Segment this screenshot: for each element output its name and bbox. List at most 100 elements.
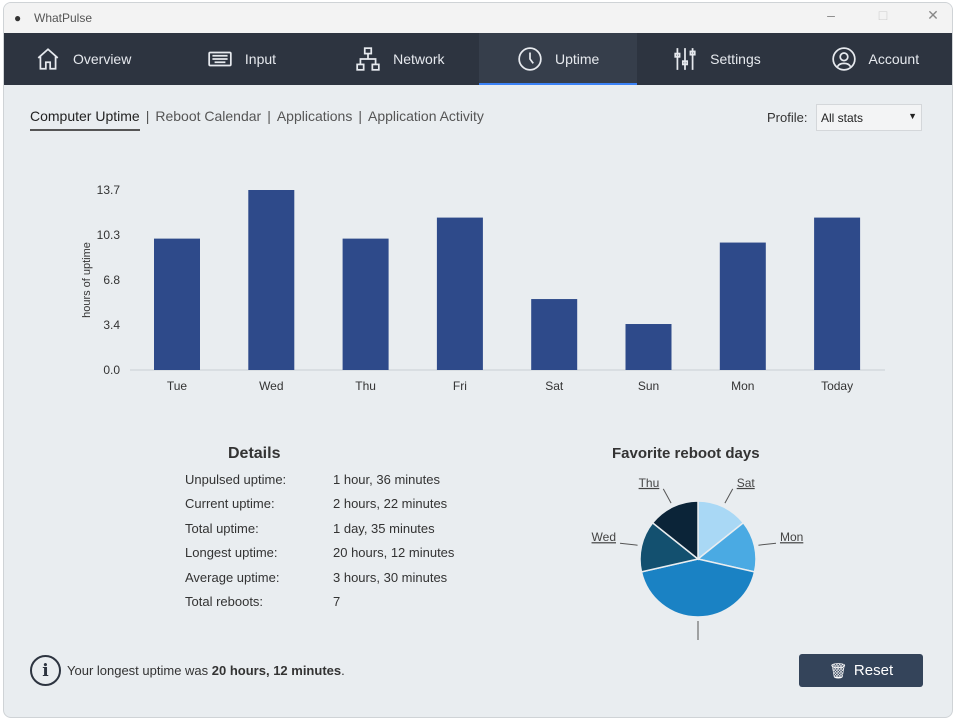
profile-select[interactable]: All stats ▼ bbox=[816, 104, 922, 131]
y-tick-label: 13.7 bbox=[97, 183, 121, 197]
pie-label-leader bbox=[758, 542, 777, 546]
detail-row: Total reboots: 7 bbox=[185, 594, 454, 618]
y-tick-label: 6.8 bbox=[103, 273, 120, 287]
bar-thu bbox=[342, 238, 389, 370]
tab-account[interactable]: Account bbox=[796, 33, 952, 85]
pie-slice-thu bbox=[651, 500, 699, 561]
user-icon bbox=[831, 47, 856, 71]
tab-settings[interactable]: Settings bbox=[637, 33, 795, 85]
network-icon bbox=[356, 47, 380, 71]
reboot-days-pie-chart: Sat Mon Tue Wed Thu bbox=[592, 476, 803, 640]
y-tick-label: 3.4 bbox=[103, 318, 120, 332]
pie-label: Tue bbox=[688, 638, 709, 640]
y-tick-label: 10.3 bbox=[97, 228, 121, 242]
detail-key: Total reboots: bbox=[185, 593, 264, 609]
detail-key: Longest uptime: bbox=[185, 545, 278, 561]
separator: | bbox=[358, 108, 362, 124]
detail-value: 3 hours, 30 minutes bbox=[333, 569, 448, 585]
pie-slice-mon bbox=[696, 521, 757, 573]
subtab-reboot-calendar[interactable]: Reboot Calendar bbox=[155, 108, 262, 124]
bar-sun bbox=[625, 324, 672, 370]
bar-mon bbox=[719, 242, 766, 370]
detail-row: Total uptime: 1 day, 35 minutes bbox=[185, 521, 454, 545]
detail-key: Average uptime: bbox=[185, 569, 280, 585]
pie-label-leader bbox=[724, 488, 734, 504]
main-nav: Overview Input Network Uptime Settings A… bbox=[4, 33, 952, 85]
close-button[interactable]: ✕ bbox=[927, 7, 939, 23]
pie-slice-wed bbox=[639, 521, 700, 573]
bar-tue bbox=[154, 238, 200, 370]
keyboard-icon bbox=[208, 51, 232, 67]
x-tick-label: Thu bbox=[355, 379, 376, 393]
tab-input[interactable]: Input bbox=[162, 33, 320, 85]
bar-wed bbox=[248, 190, 295, 370]
info-icon: i bbox=[30, 655, 61, 686]
profile-value: All stats bbox=[821, 111, 864, 125]
whatpulse-logo-icon: ● bbox=[14, 11, 22, 25]
tab-label: Account bbox=[868, 51, 920, 67]
reset-button[interactable]: 🗑 Reset bbox=[799, 654, 923, 687]
clock-icon bbox=[518, 47, 542, 71]
details-list: Unpulsed uptime: 1 hour, 36 minutes Curren… bbox=[185, 472, 454, 618]
bar-sat bbox=[531, 299, 578, 370]
maximize-button[interactable]: □ bbox=[878, 7, 888, 23]
pie-label: Wed bbox=[592, 530, 616, 544]
tab-label: Overview bbox=[72, 51, 132, 67]
detail-key: Total uptime: bbox=[185, 520, 259, 536]
window-title: WhatPulse bbox=[34, 11, 93, 25]
separator: | bbox=[267, 108, 271, 124]
detail-row: Current uptime: 2 hours, 22 minutes bbox=[185, 496, 454, 520]
detail-row: Average uptime: 3 hours, 30 minutes bbox=[185, 570, 454, 594]
x-tick-label: Wed bbox=[259, 379, 283, 393]
info-text: Your longest uptime was 20 hours, 12 min… bbox=[67, 663, 345, 678]
subtab-computer-uptime[interactable]: Computer Uptime bbox=[30, 108, 140, 131]
x-tick-label: Fri bbox=[453, 379, 467, 393]
tab-uptime[interactable]: Uptime bbox=[478, 33, 638, 85]
pie-title: Favorite reboot days bbox=[612, 445, 760, 462]
pie-label: Sat bbox=[737, 476, 756, 490]
tab-overview[interactable]: Overview bbox=[4, 33, 162, 85]
pie-label-leader bbox=[619, 542, 638, 546]
trash-icon: 🗑 bbox=[828, 662, 848, 680]
sliders-icon bbox=[674, 48, 696, 70]
reset-label: Reset bbox=[853, 662, 894, 679]
detail-value: 1 day, 35 minutes bbox=[333, 520, 435, 536]
minimize-button[interactable]: – bbox=[827, 7, 835, 23]
detail-row: Longest uptime: 20 hours, 12 minutes bbox=[185, 545, 454, 569]
tab-label: Input bbox=[244, 51, 277, 67]
y-axis-label: hours of uptime bbox=[81, 242, 93, 318]
detail-value: 2 hours, 22 minutes bbox=[333, 496, 448, 512]
details-title: Details bbox=[228, 445, 281, 462]
profile-label: Profile: bbox=[767, 110, 808, 125]
subtab-application-activity[interactable]: Application Activity bbox=[367, 108, 484, 124]
x-tick-label: Sat bbox=[545, 379, 564, 393]
detail-key: Unpulsed uptime: bbox=[185, 472, 287, 487]
tab-network[interactable]: Network bbox=[321, 33, 479, 85]
y-tick-label: 0.0 bbox=[103, 363, 120, 377]
separator: | bbox=[145, 108, 150, 124]
dropdown-arrow-icon: ▼ bbox=[908, 111, 917, 121]
subtab-applications[interactable]: Applications bbox=[276, 108, 353, 124]
detail-row: Unpulsed uptime: 1 hour, 36 minutes bbox=[185, 472, 454, 496]
detail-key: Current uptime: bbox=[185, 496, 275, 512]
pie-label-leader bbox=[662, 488, 672, 504]
tab-label: Uptime bbox=[554, 51, 600, 67]
x-tick-label: Today bbox=[821, 379, 853, 393]
tab-label: Network bbox=[393, 51, 445, 67]
tab-label: Settings bbox=[710, 51, 761, 67]
x-tick-label: Sun bbox=[638, 379, 659, 393]
pie-label: Mon bbox=[780, 530, 803, 544]
x-tick-label: Mon bbox=[731, 379, 754, 393]
bar-today bbox=[814, 217, 861, 370]
subtab-bar: Computer Uptime | Reboot Calendar | Applic… bbox=[30, 108, 484, 131]
pie-slice-sat bbox=[697, 500, 745, 561]
detail-value: 20 hours, 12 minutes bbox=[333, 545, 455, 561]
detail-value: 7 bbox=[333, 593, 341, 609]
info-message: i Your longest uptime was 20 hours, 12 m… bbox=[30, 655, 345, 686]
bar-fri bbox=[436, 217, 483, 370]
x-tick-label: Tue bbox=[167, 379, 188, 393]
home-icon bbox=[37, 48, 59, 70]
uptime-bar-chart: 0.0 3.4 6.8 10.3 13.7 hours of uptime Tue Wed Th… bbox=[81, 183, 885, 393]
detail-value: 1 hour, 36 minutes bbox=[333, 472, 440, 487]
title-bar: ● WhatPulse – □ ✕ bbox=[4, 3, 952, 33]
